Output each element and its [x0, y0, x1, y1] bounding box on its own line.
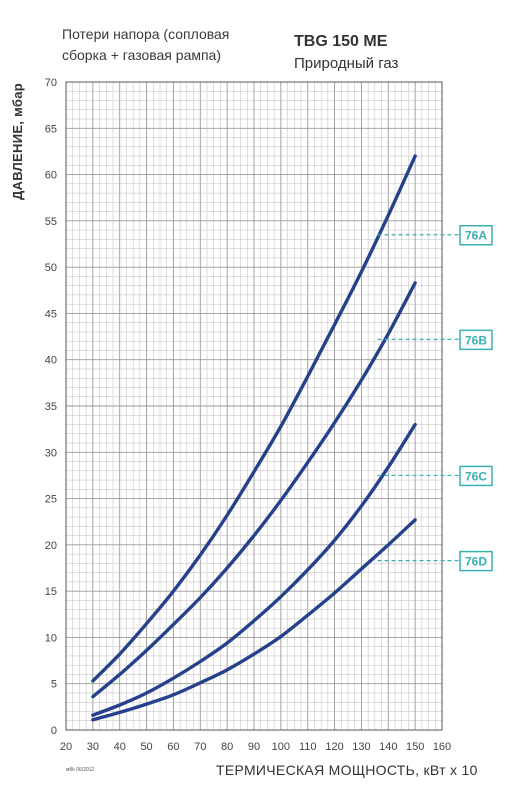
y-tick-label: 25	[45, 494, 57, 506]
x-axis-label: ТЕРМИЧЕСКАЯ МОЩНОСТЬ, кВт х 10	[216, 762, 478, 778]
chart-series-labels: 76A 76B 76C 76D	[377, 224, 493, 572]
y-tick-label: 5	[51, 679, 57, 691]
y-tick-label: 30	[45, 447, 57, 459]
x-tick-label: 110	[299, 741, 317, 753]
y-tick-label: 10	[45, 632, 57, 644]
y-tick-label: 70	[45, 77, 57, 89]
x-tick-label: 60	[167, 741, 179, 753]
series-label-box-76b	[459, 329, 493, 351]
series-line-76b	[91, 281, 417, 699]
series-line-76c	[91, 422, 417, 717]
series-label-box-76a	[459, 224, 493, 246]
series-line-76d	[91, 518, 417, 722]
plot-border	[65, 81, 443, 731]
series-label-76b: 76B	[465, 333, 487, 347]
x-tick-label: 70	[194, 741, 206, 753]
x-tick-label: 120	[325, 741, 343, 753]
series-label-76a: 76A	[465, 229, 487, 243]
chart-note: Потери напора (сопловая сборка + газовая…	[62, 26, 230, 63]
y-tick-label: 60	[45, 170, 57, 182]
y-tick-label: 35	[45, 401, 57, 413]
y-tick-label: 45	[45, 308, 57, 320]
x-tick-label: 50	[140, 741, 152, 753]
x-tick-label: 30	[87, 741, 99, 753]
chart-gas-title: Природный газ	[294, 55, 399, 72]
series-label-box-76c	[459, 465, 493, 487]
y-tick-label: 15	[45, 586, 57, 598]
chart-ticks: 20 30 40 50 60 70 80 90 100 110 120 130 140 150 160 0 5 1…	[45, 77, 451, 753]
y-tick-label: 50	[45, 262, 57, 274]
chart-series	[91, 154, 417, 722]
chart-grid	[65, 81, 443, 731]
x-tick-label: 100	[272, 741, 290, 753]
x-tick-label: 90	[248, 741, 260, 753]
y-tick-label: 55	[45, 216, 57, 228]
x-tick-label: 20	[60, 741, 72, 753]
series-line-76a	[91, 154, 417, 683]
x-tick-label: 150	[406, 741, 424, 753]
y-tick-label: 40	[45, 355, 57, 367]
series-label-76c: 76C	[465, 469, 487, 483]
x-tick-label: 130	[352, 741, 370, 753]
x-tick-label: 40	[114, 741, 126, 753]
series-label-76d: 76D	[465, 555, 487, 569]
y-tick-label: 65	[45, 123, 57, 135]
chart-model-title: TBG 150 ME	[294, 33, 388, 50]
x-tick-label: 80	[221, 741, 233, 753]
y-tick-label: 20	[45, 540, 57, 552]
footnote: мбk 06/2012	[66, 767, 95, 773]
x-tick-label: 160	[433, 741, 451, 753]
series-label-box-76d	[459, 550, 493, 572]
y-tick-label: 0	[51, 725, 57, 737]
x-tick-label: 140	[379, 741, 397, 753]
